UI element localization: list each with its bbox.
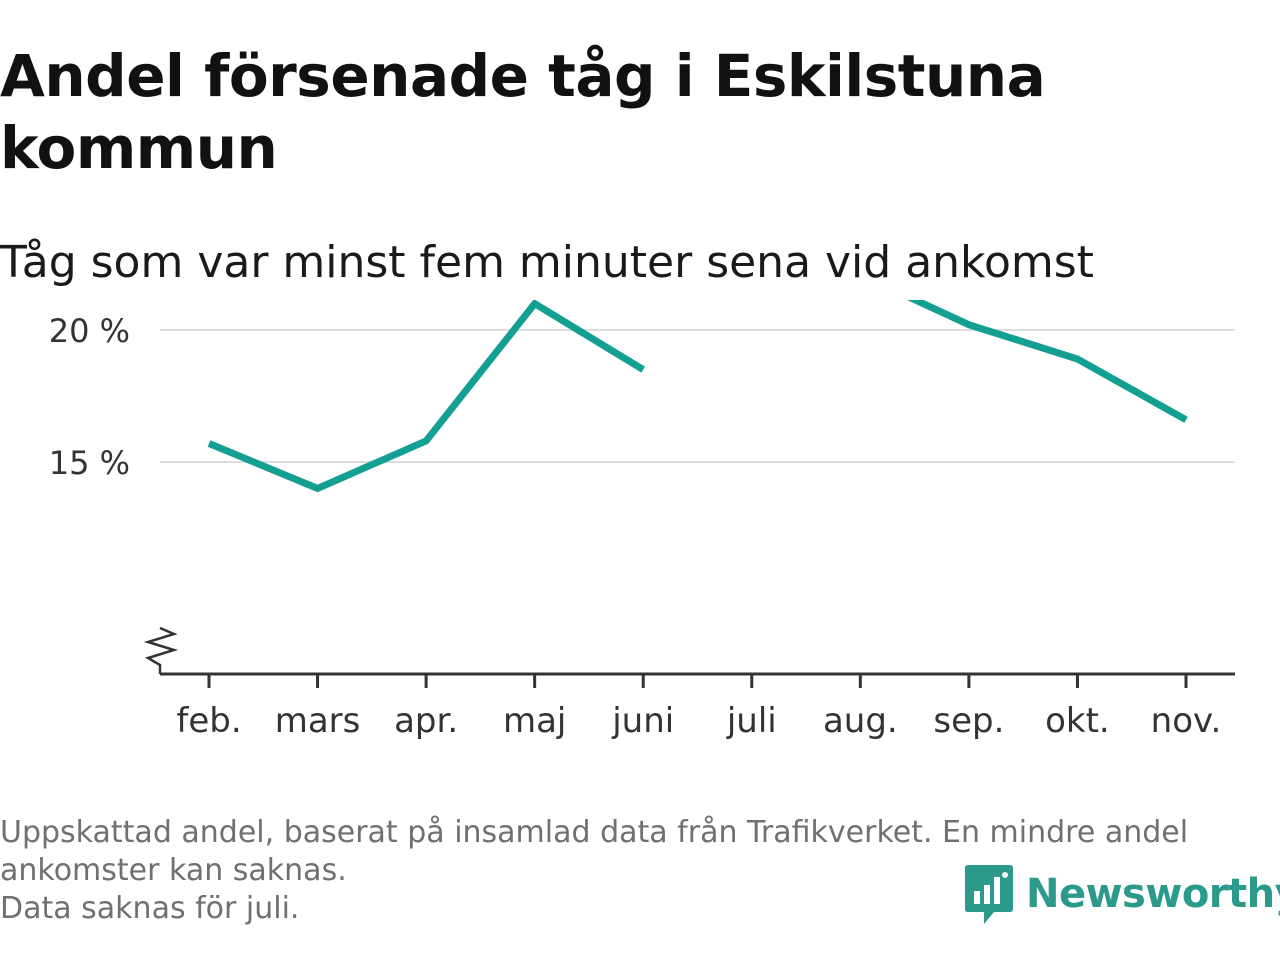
y-tick-labels: 15 %20 %25 % xyxy=(49,312,130,482)
chart-subtitle: Tåg som var minst fem minuter sena vid a… xyxy=(0,237,1094,288)
y-tick-label: 20 % xyxy=(49,312,130,350)
x-tick-label: sep. xyxy=(933,701,1004,741)
series-lines xyxy=(207,300,1188,493)
series-line xyxy=(907,300,1188,423)
chart-title: Andel försenade tåg i Eskilstuna kommun xyxy=(0,42,1046,182)
caption-line-3: Data saknas för juli. xyxy=(0,891,300,926)
newsworthy-logo-icon xyxy=(965,865,1013,924)
caption-line-2: ankomster kan saknas. xyxy=(0,853,347,888)
x-tick-label: mars xyxy=(275,701,361,741)
x-axis xyxy=(143,626,1235,688)
chart-caption: Uppskattad andel, baserat på insamlad da… xyxy=(0,814,1270,928)
x-tick-labels: feb. mars apr. maj juni juli aug. sep. okt. nov. xyxy=(176,701,1221,741)
x-tick-label: juni xyxy=(611,701,674,741)
series-line xyxy=(207,300,646,493)
x-tick-label: maj xyxy=(503,701,566,741)
x-tick-label: okt. xyxy=(1045,701,1110,741)
y-tick-label: 15 % xyxy=(49,444,130,482)
x-tick-label: juli xyxy=(726,701,777,741)
logo-text: Newsworthy xyxy=(1026,871,1280,917)
caption-line-1: Uppskattad andel, baserat på insamlad da… xyxy=(0,815,1189,850)
x-tick-label: feb. xyxy=(176,701,241,741)
x-tick-label: apr. xyxy=(394,701,458,741)
line-chart: 15 %20 %25 % feb.marsapr.majjunijuliaug.… xyxy=(49,300,1235,741)
x-tick-label: aug. xyxy=(823,701,898,741)
x-tick-label: nov. xyxy=(1151,701,1222,741)
newsworthy-logo: Newsworthy xyxy=(964,862,1280,926)
axis-break-marker xyxy=(143,626,179,674)
gridlines xyxy=(160,329,1235,463)
